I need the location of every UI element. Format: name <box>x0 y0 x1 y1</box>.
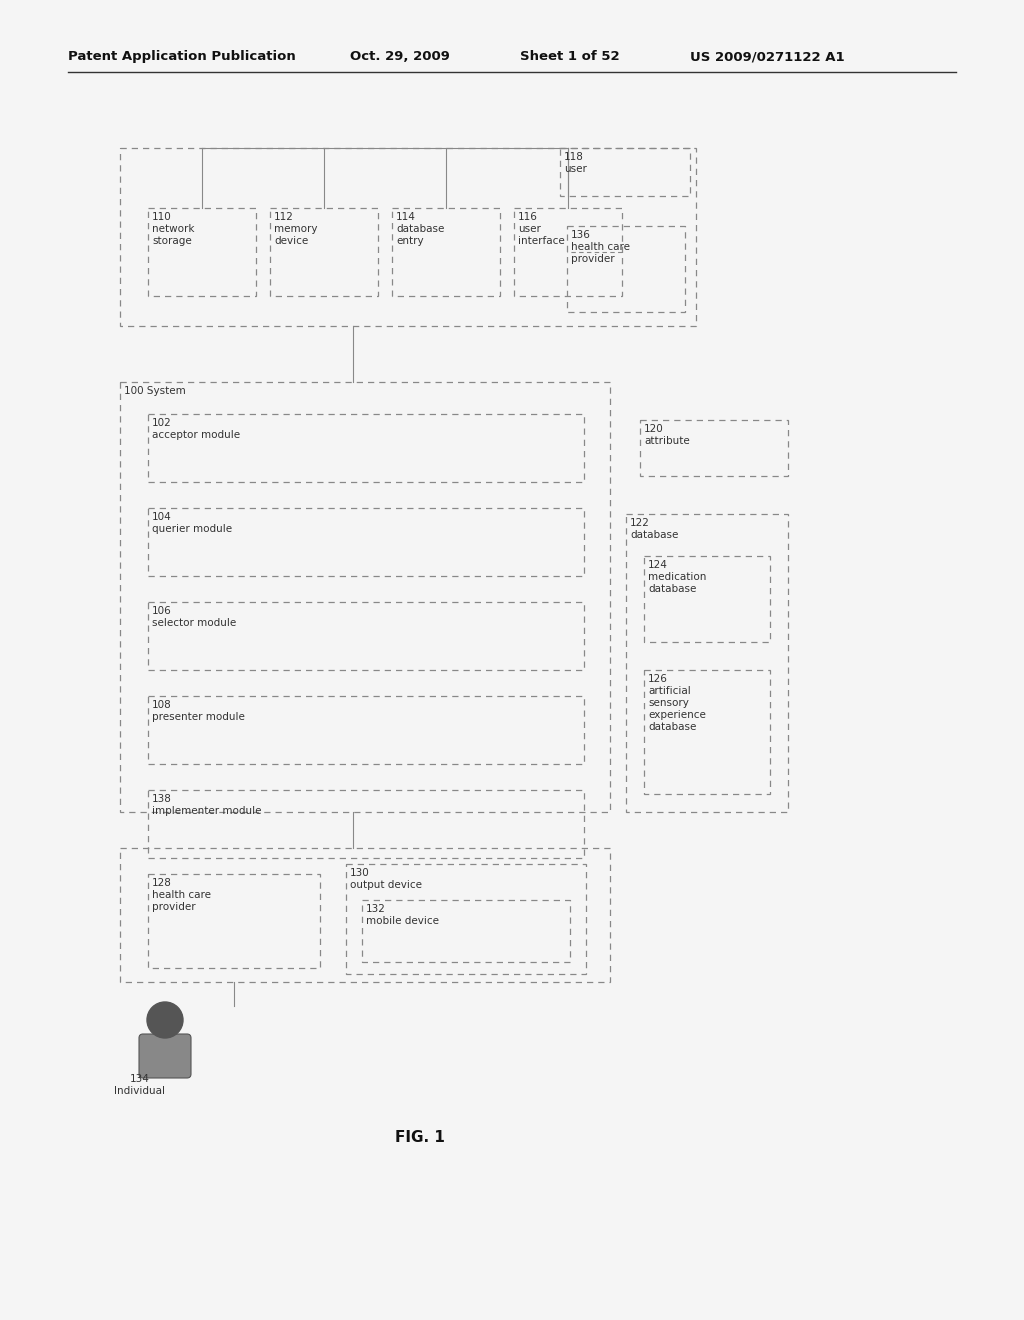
Text: database: database <box>648 583 696 594</box>
Text: 122: 122 <box>630 517 650 528</box>
Bar <box>362 900 570 962</box>
Text: database: database <box>648 722 696 733</box>
Circle shape <box>147 1002 183 1038</box>
Text: 126: 126 <box>648 675 668 684</box>
Bar <box>148 602 584 671</box>
Text: US 2009/0271122 A1: US 2009/0271122 A1 <box>690 50 845 63</box>
Bar <box>626 513 788 812</box>
Text: medication: medication <box>648 572 707 582</box>
Bar <box>640 420 788 477</box>
Text: acceptor module: acceptor module <box>152 430 240 440</box>
Text: 130: 130 <box>350 869 370 878</box>
Text: 120: 120 <box>644 424 664 434</box>
Text: 110: 110 <box>152 213 172 222</box>
Text: entry: entry <box>396 236 424 246</box>
Text: mobile device: mobile device <box>366 916 439 927</box>
Text: FIG. 1: FIG. 1 <box>395 1130 445 1144</box>
Text: attribute: attribute <box>644 436 690 446</box>
Text: selector module: selector module <box>152 618 237 628</box>
Bar <box>148 696 584 764</box>
Bar <box>148 209 256 296</box>
Text: 132: 132 <box>366 904 386 913</box>
Bar <box>392 209 500 296</box>
Bar <box>148 508 584 576</box>
Text: memory: memory <box>274 224 317 234</box>
Text: experience: experience <box>648 710 706 719</box>
Text: network: network <box>152 224 195 234</box>
Text: presenter module: presenter module <box>152 711 245 722</box>
Text: 112: 112 <box>274 213 294 222</box>
Text: user: user <box>564 164 587 174</box>
Bar <box>120 381 610 812</box>
Text: 108: 108 <box>152 700 172 710</box>
Text: 134: 134 <box>130 1074 150 1084</box>
Bar <box>644 671 770 795</box>
Text: device: device <box>274 236 308 246</box>
Text: 136: 136 <box>571 230 591 240</box>
Text: Oct. 29, 2009: Oct. 29, 2009 <box>350 50 450 63</box>
Text: provider: provider <box>571 253 614 264</box>
Text: implementer module: implementer module <box>152 807 261 816</box>
Text: sensory: sensory <box>648 698 689 708</box>
Text: 106: 106 <box>152 606 172 616</box>
Text: 104: 104 <box>152 512 172 521</box>
Text: 100 System: 100 System <box>124 385 185 396</box>
Text: output device: output device <box>350 880 422 890</box>
Text: Sheet 1 of 52: Sheet 1 of 52 <box>520 50 620 63</box>
Text: health care: health care <box>152 890 211 900</box>
Bar <box>514 209 622 296</box>
Text: artificial: artificial <box>648 686 691 696</box>
Bar <box>120 148 696 326</box>
Bar <box>567 226 685 312</box>
Text: querier module: querier module <box>152 524 232 535</box>
Bar <box>560 148 690 195</box>
Text: 138: 138 <box>152 795 172 804</box>
Text: Individual: Individual <box>114 1086 165 1096</box>
Text: 128: 128 <box>152 878 172 888</box>
Text: database: database <box>630 531 678 540</box>
Text: interface: interface <box>518 236 565 246</box>
Text: user: user <box>518 224 541 234</box>
Bar <box>270 209 378 296</box>
Text: storage: storage <box>152 236 191 246</box>
Bar <box>148 789 584 858</box>
Text: 118: 118 <box>564 152 584 162</box>
Text: 116: 116 <box>518 213 538 222</box>
Bar <box>346 865 586 974</box>
Bar <box>148 414 584 482</box>
Text: 114: 114 <box>396 213 416 222</box>
Text: database: database <box>396 224 444 234</box>
Text: 124: 124 <box>648 560 668 570</box>
Text: health care: health care <box>571 242 630 252</box>
Text: 102: 102 <box>152 418 172 428</box>
Bar <box>148 874 319 968</box>
Bar <box>120 847 610 982</box>
Text: Patent Application Publication: Patent Application Publication <box>68 50 296 63</box>
Bar <box>644 556 770 642</box>
FancyBboxPatch shape <box>139 1034 191 1078</box>
Text: provider: provider <box>152 902 196 912</box>
